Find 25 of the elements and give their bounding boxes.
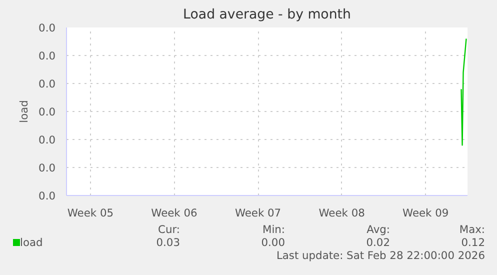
text: 0.02 <box>365 236 390 250</box>
y-tick-label: 0.0 <box>38 134 56 146</box>
x-tick-label: Week 09 <box>402 206 449 220</box>
text: Min: <box>262 222 285 238</box>
text: Max: <box>458 222 485 238</box>
text: Last update: Sat Feb 28 22:00:00 2026 <box>276 248 485 264</box>
y-tick-label: 0.0 <box>38 162 56 174</box>
y-axis-title: load <box>18 100 31 123</box>
x-tick-label: Week 06 <box>151 206 198 220</box>
legend-label: load <box>19 235 43 250</box>
y-tick-label: 0.0 <box>38 106 56 118</box>
text: 0.03 <box>155 235 180 250</box>
y-tick-label: 0.0 <box>38 22 56 34</box>
chart-title: Load average - by month <box>183 8 351 22</box>
text: Avg: <box>366 222 390 238</box>
text: 0.00 <box>260 235 285 250</box>
line-series <box>460 38 467 146</box>
text: 0.12 <box>460 235 485 250</box>
y-tick-label: 0.0 <box>38 50 56 62</box>
x-tick-label: Week 05 <box>67 206 114 220</box>
y-tick-label: 0.0 <box>38 78 56 90</box>
text: Cur: <box>157 222 180 238</box>
x-tick-label: Week 08 <box>318 206 366 220</box>
x-tick-label: Week 07 <box>234 206 282 220</box>
y-tick-label: 0.0 <box>38 190 56 202</box>
